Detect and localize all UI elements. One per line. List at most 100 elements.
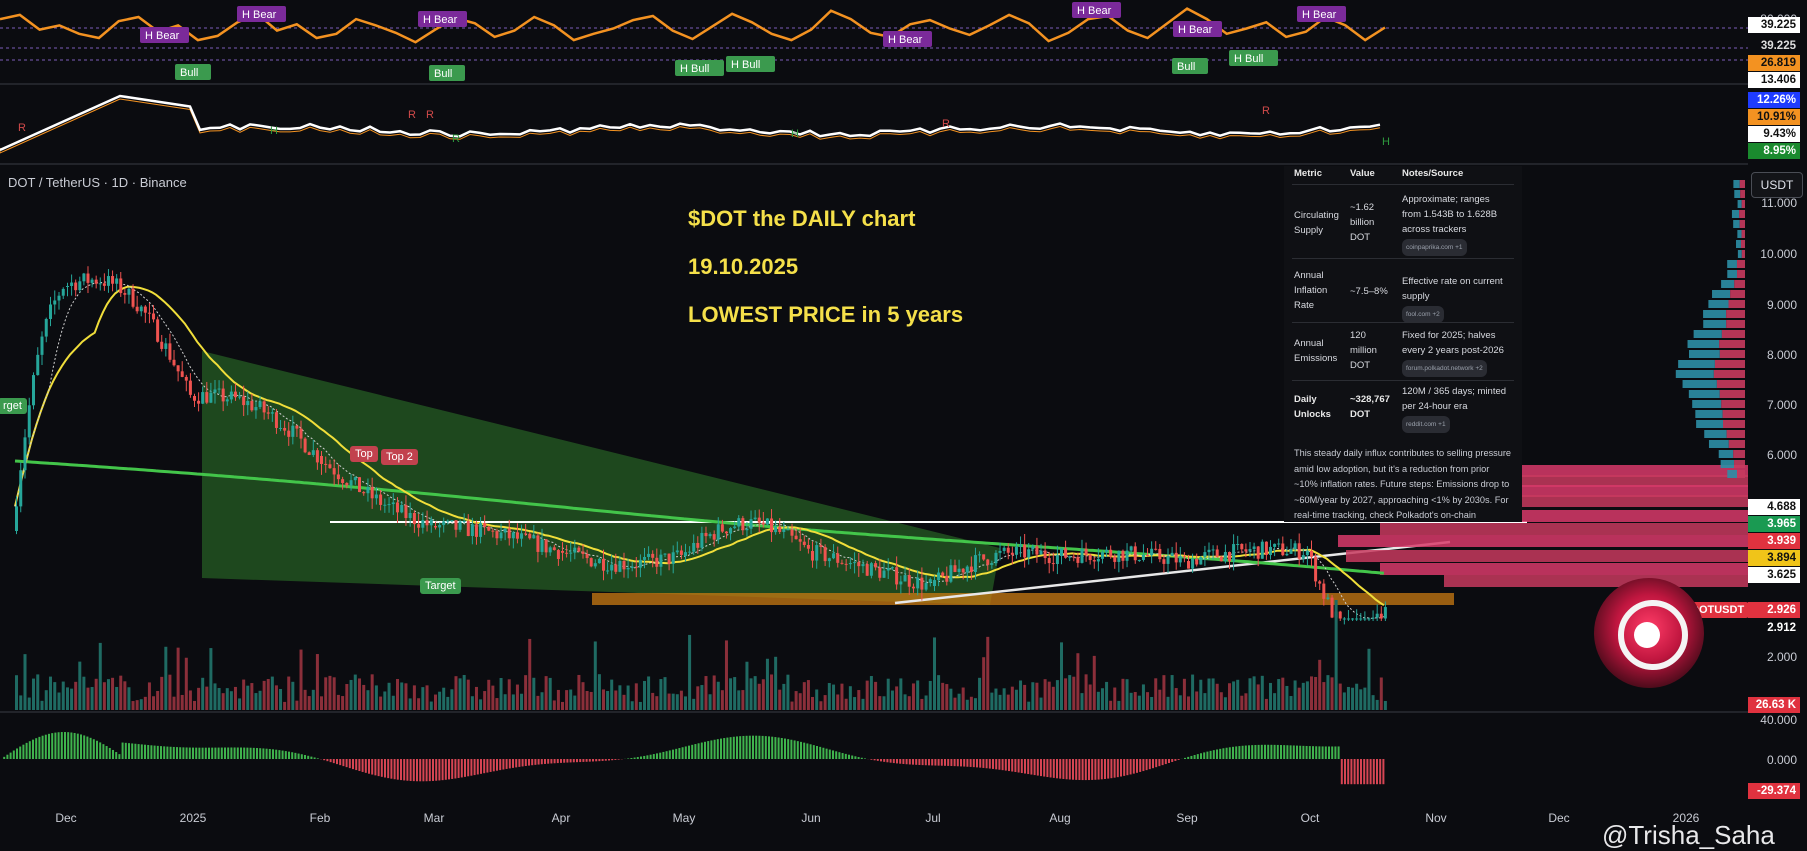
macd-bar bbox=[1357, 759, 1359, 784]
macd-bar bbox=[1302, 746, 1304, 759]
macd-bar bbox=[422, 759, 424, 781]
volume-bar bbox=[754, 676, 757, 710]
candle-body bbox=[684, 552, 687, 556]
macd-bar bbox=[1197, 754, 1199, 759]
candle-body bbox=[70, 283, 73, 286]
volume-bar bbox=[495, 698, 498, 710]
volume-bar bbox=[598, 674, 601, 710]
volume-bar bbox=[164, 647, 167, 710]
macd-bar bbox=[1149, 759, 1151, 769]
volume-bar bbox=[1265, 699, 1268, 710]
candle-body bbox=[610, 565, 613, 571]
macd-bar bbox=[1354, 759, 1356, 784]
currency-button[interactable]: USDT bbox=[1751, 172, 1803, 198]
macd-bar bbox=[1040, 759, 1042, 776]
candle-body bbox=[1265, 542, 1268, 555]
volume-profile-bar bbox=[1721, 400, 1745, 408]
macd-bar bbox=[240, 748, 242, 759]
price-tag: 3.625 bbox=[1748, 567, 1800, 583]
macd-bar bbox=[250, 748, 252, 759]
candle-body bbox=[549, 547, 552, 552]
candle-body bbox=[99, 283, 102, 284]
volume-bar bbox=[782, 684, 785, 710]
volume-bar bbox=[929, 681, 932, 710]
macd-bar bbox=[1002, 759, 1004, 770]
volume-bar bbox=[631, 701, 634, 710]
macd-bar bbox=[819, 747, 821, 759]
volume-bar bbox=[803, 682, 806, 710]
volume-bar bbox=[53, 682, 56, 710]
macd-bar bbox=[896, 759, 898, 763]
candle-body bbox=[807, 545, 810, 549]
macd-bar bbox=[1171, 759, 1173, 762]
volume-bar bbox=[49, 677, 52, 710]
candle-body bbox=[1003, 548, 1006, 551]
volume-bar bbox=[1130, 693, 1133, 710]
macd-bar bbox=[1379, 759, 1381, 784]
candle-body bbox=[226, 399, 229, 401]
candle-body bbox=[421, 520, 424, 528]
volume-bar bbox=[1167, 697, 1170, 710]
volume-bar bbox=[606, 691, 609, 710]
candle-body bbox=[426, 520, 429, 525]
macd-bar bbox=[189, 748, 191, 759]
macd-bar bbox=[96, 741, 98, 759]
volume-bar bbox=[1199, 680, 1202, 710]
volume-bar bbox=[271, 677, 274, 710]
macd-bar bbox=[211, 748, 213, 759]
volume-bar bbox=[160, 677, 163, 710]
volume-bar bbox=[1179, 695, 1182, 710]
divergence-label-text: H Bear bbox=[1077, 5, 1112, 17]
volume-bar bbox=[140, 699, 143, 710]
candle-body bbox=[553, 547, 556, 550]
headline-date: 19.10.2025 bbox=[688, 254, 798, 280]
macd-bar bbox=[595, 759, 597, 761]
candle-body bbox=[454, 520, 457, 530]
volume-bar bbox=[737, 690, 740, 710]
macd-bar bbox=[54, 733, 56, 759]
candle-body bbox=[786, 529, 789, 530]
candle-body bbox=[1121, 551, 1124, 561]
candle-body bbox=[668, 554, 671, 564]
volume-profile-bar bbox=[1719, 450, 1733, 458]
macd-bar bbox=[733, 737, 735, 759]
volume-bar bbox=[1183, 679, 1186, 710]
candle-body bbox=[1035, 546, 1038, 554]
volume-bar bbox=[136, 700, 139, 710]
candle-body bbox=[209, 393, 212, 403]
macd-bar bbox=[355, 759, 357, 770]
volume-bar bbox=[111, 678, 114, 710]
macd-bar bbox=[1309, 746, 1311, 759]
macd-bar bbox=[637, 757, 639, 759]
macd-bar bbox=[550, 759, 552, 763]
x-tick: Sep bbox=[1176, 811, 1197, 825]
candle-body bbox=[631, 567, 634, 568]
volume-bar bbox=[512, 694, 515, 710]
candle-body bbox=[1380, 614, 1383, 619]
macd-bar bbox=[186, 747, 188, 759]
volume-profile-bar bbox=[1704, 430, 1726, 438]
volume-bar bbox=[132, 701, 135, 710]
divergence-label-text: H Bull bbox=[1234, 53, 1263, 65]
volume-bar bbox=[1097, 692, 1100, 710]
macd-bar bbox=[362, 759, 364, 772]
candle-body bbox=[908, 575, 911, 587]
volume-bar bbox=[1228, 683, 1231, 710]
volume-bar bbox=[1138, 696, 1141, 710]
candle-body bbox=[647, 554, 650, 557]
candle-body bbox=[741, 518, 744, 530]
macd-bar bbox=[1267, 745, 1269, 759]
macd-bar bbox=[346, 759, 348, 767]
macd-bar bbox=[848, 755, 850, 759]
candle-body bbox=[396, 502, 399, 512]
volume-bar bbox=[1306, 681, 1309, 710]
volume-bar bbox=[45, 690, 48, 710]
x-tick: Oct bbox=[1301, 811, 1320, 825]
candle-body bbox=[1290, 549, 1293, 554]
macd-bar bbox=[173, 747, 175, 759]
candle-body bbox=[246, 401, 249, 405]
candle-body bbox=[1240, 544, 1243, 549]
volume-bar bbox=[95, 679, 98, 710]
